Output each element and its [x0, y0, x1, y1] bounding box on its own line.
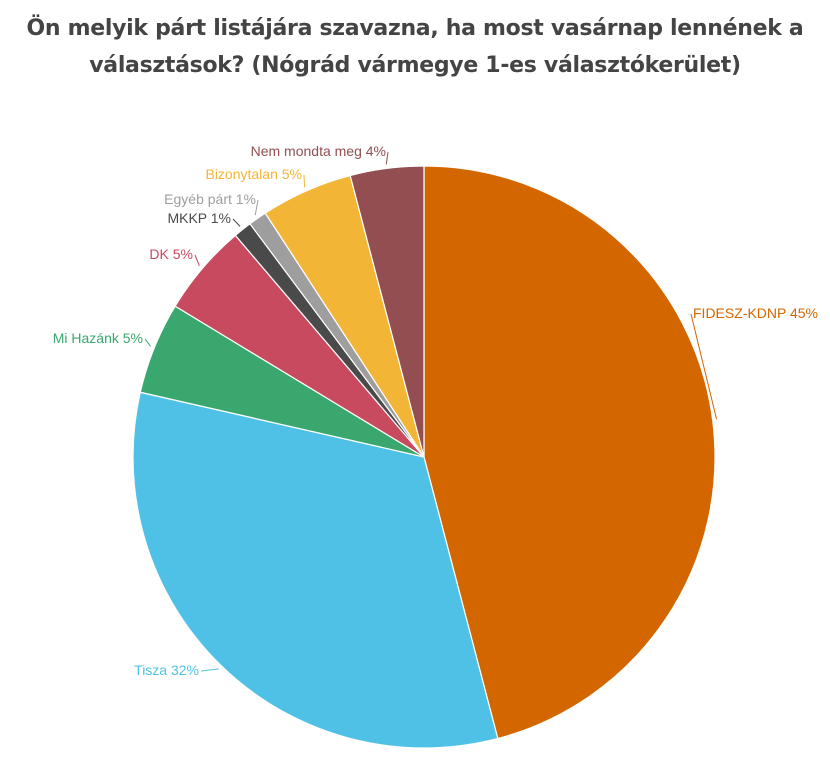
- slice-label: DK 5%: [149, 246, 193, 262]
- pie-slice-tisza: [132, 391, 499, 749]
- leader-line: [144, 338, 151, 347]
- leader-line: [385, 151, 389, 165]
- leader-line: [232, 218, 241, 227]
- slice-label: Nem mondta meg 4%: [251, 143, 386, 159]
- slice-label: Mi Hazánk 5%: [53, 330, 143, 346]
- leader-line: [254, 199, 259, 216]
- slice-label: Tisza 32%: [134, 662, 199, 678]
- pie-slice-fidesz-kdnp: [423, 165, 716, 740]
- slice-label: MKKP 1%: [167, 210, 231, 226]
- slice-label: Bizonytalan 5%: [205, 166, 302, 182]
- leader-line: [303, 174, 306, 188]
- slice-label: FIDESZ-KDNP 45%: [693, 305, 818, 321]
- leader-line: [200, 668, 219, 672]
- leader-line: [690, 313, 718, 420]
- pie-slice-nem-mondta-meg: [349, 165, 425, 458]
- chart-title: Ön melyik párt listájára szavazna, ha mo…: [26, 16, 804, 78]
- slice-label: Egyéb párt 1%: [164, 191, 256, 207]
- leader-line: [194, 254, 200, 266]
